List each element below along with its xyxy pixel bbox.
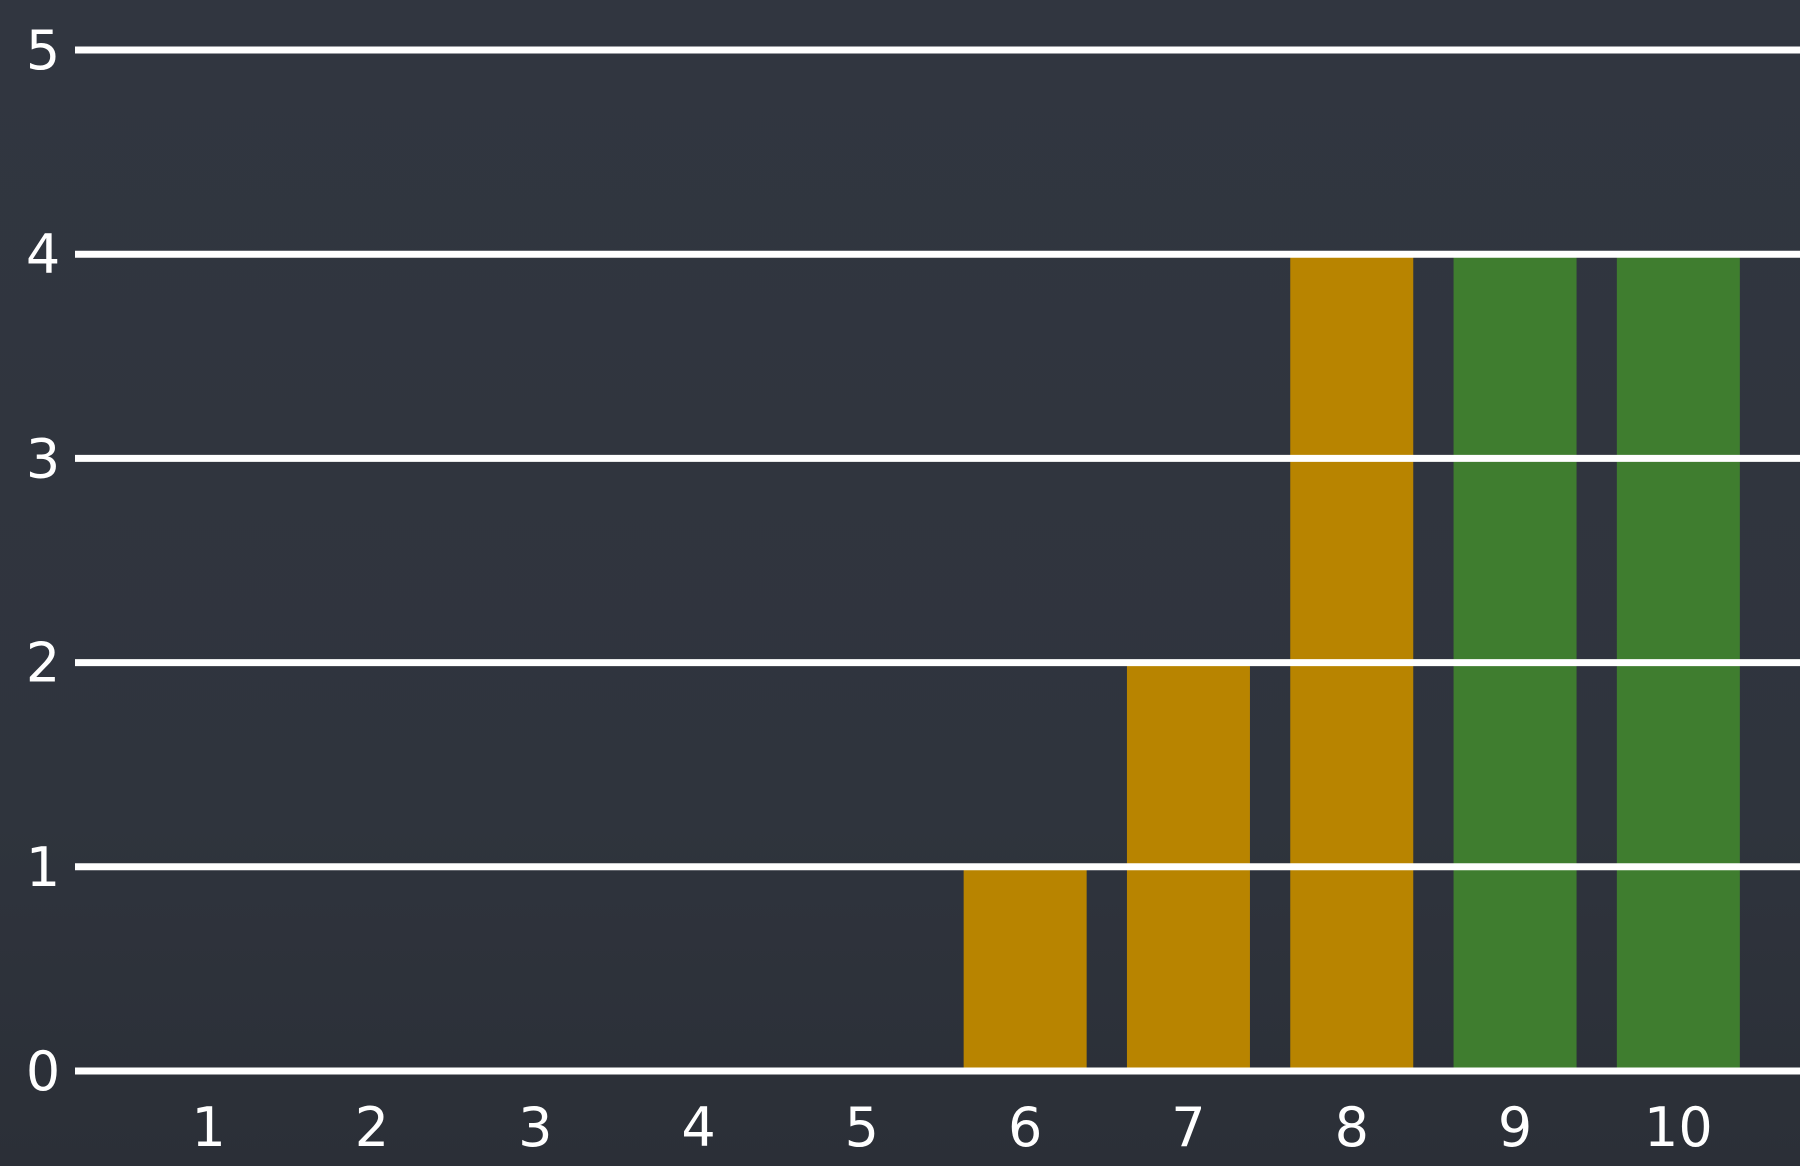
y-tick-label: 1 — [26, 836, 60, 899]
x-tick-label: 10 — [1644, 1096, 1713, 1159]
y-tick-label: 4 — [26, 223, 60, 286]
x-tick-label: 5 — [845, 1096, 879, 1159]
bar-6 — [963, 866, 1087, 1068]
x-axis-tick-labels: 1 2 3 4 5 6 7 8 9 10 — [191, 1096, 1712, 1159]
y-tick-label: 2 — [26, 632, 60, 695]
gridlines — [75, 46, 1800, 1075]
x-tick-label: 4 — [681, 1096, 715, 1159]
x-tick-label: 2 — [355, 1096, 389, 1159]
x-tick-label: 3 — [518, 1096, 552, 1159]
x-tick-label: 1 — [191, 1096, 225, 1159]
y-tick-label: 5 — [26, 19, 60, 82]
y-tick-label: 0 — [26, 1040, 60, 1103]
x-tick-label: 7 — [1171, 1096, 1205, 1159]
x-tick-label: 8 — [1335, 1096, 1369, 1159]
y-tick-label: 3 — [26, 427, 60, 490]
x-tick-label: 9 — [1498, 1096, 1532, 1159]
y-axis-tick-labels: 0 1 2 3 4 5 — [26, 19, 60, 1103]
x-tick-label: 6 — [1008, 1096, 1042, 1159]
